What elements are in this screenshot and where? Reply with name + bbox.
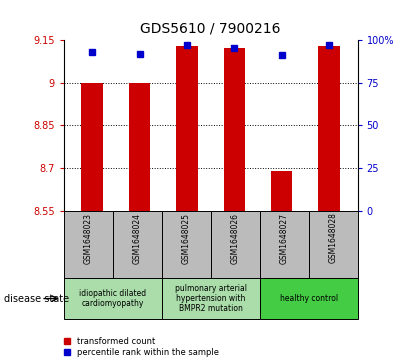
- Bar: [162, 278, 260, 319]
- Bar: [260, 211, 309, 278]
- Text: GSM1648025: GSM1648025: [182, 213, 191, 264]
- Text: GSM1648024: GSM1648024: [133, 213, 142, 264]
- Text: disease state: disease state: [4, 294, 69, 303]
- Text: GSM1648026: GSM1648026: [231, 213, 240, 264]
- Bar: [260, 278, 358, 319]
- Bar: [162, 211, 211, 278]
- Bar: [309, 211, 358, 278]
- Text: healthy control: healthy control: [279, 294, 338, 303]
- Bar: [224, 49, 245, 211]
- Bar: [64, 211, 113, 278]
- Bar: [129, 83, 150, 211]
- Text: pulmonary arterial
hypertension with
BMPR2 mutation: pulmonary arterial hypertension with BMP…: [175, 284, 247, 314]
- Bar: [271, 171, 292, 211]
- Title: GDS5610 / 7900216: GDS5610 / 7900216: [141, 22, 281, 36]
- Text: idiopathic dilated
cardiomyopathy: idiopathic dilated cardiomyopathy: [79, 289, 146, 308]
- Bar: [113, 211, 162, 278]
- Text: GSM1648023: GSM1648023: [84, 213, 93, 264]
- Legend: transformed count, percentile rank within the sample: transformed count, percentile rank withi…: [64, 337, 219, 357]
- Bar: [319, 46, 340, 211]
- Text: GSM1648027: GSM1648027: [279, 213, 289, 264]
- Bar: [176, 46, 198, 211]
- Bar: [81, 83, 103, 211]
- Bar: [210, 211, 260, 278]
- Text: GSM1648028: GSM1648028: [328, 213, 337, 264]
- Bar: [64, 278, 162, 319]
